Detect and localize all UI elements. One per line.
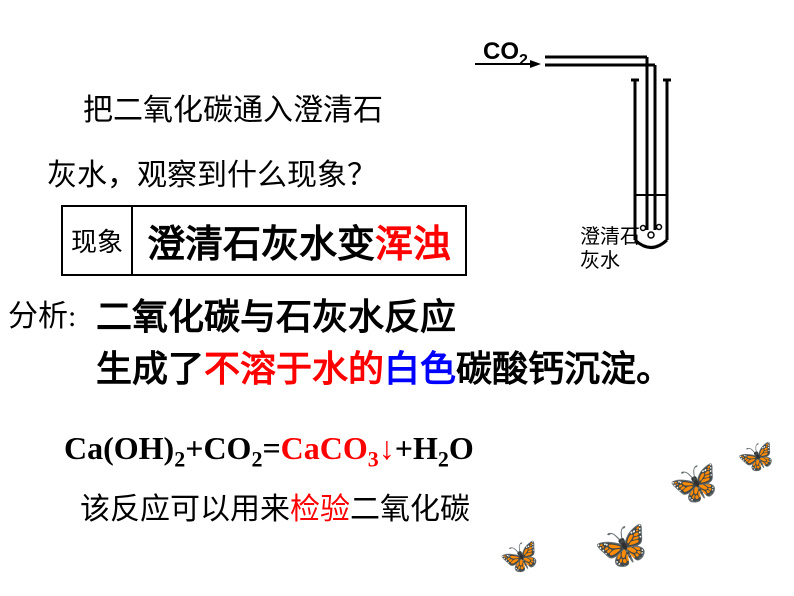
chemical-equation: Ca(OH)2+CO2=CaCO3↓+H2O (64, 430, 474, 472)
butterfly-icon: 🦋 (665, 454, 725, 512)
usage-text: 该反应可以用来检验二氧化碳 (80, 484, 470, 528)
phenomenon-table: 现象 澄清石灰水变浑浊 (61, 205, 467, 276)
apparatus-caption: 澄清石 灰水 (580, 225, 640, 273)
table-row: 现象 澄清石灰水变浑浊 (62, 206, 466, 275)
butterfly-icon: 🦋 (589, 514, 655, 578)
question-line1: 把二氧化碳通入澄清石 (83, 85, 383, 129)
analysis-line1: 二氧化碳与石灰水反应 (96, 288, 456, 340)
analysis-label: 分析: (8, 291, 76, 335)
butterfly-icon: 🦋 (734, 436, 779, 479)
butterfly-icon: 🦋 (496, 533, 544, 580)
question-line2: 灰水，观察到什么现象？ (47, 150, 377, 194)
phenomenon-header: 现象 (62, 206, 132, 275)
test-tube-apparatus-icon (535, 45, 685, 255)
analysis-line2: 生成了不溶于水的白色碳酸钙沉淀。 (96, 340, 672, 392)
phenomenon-result: 澄清石灰水变浑浊 (132, 206, 466, 275)
